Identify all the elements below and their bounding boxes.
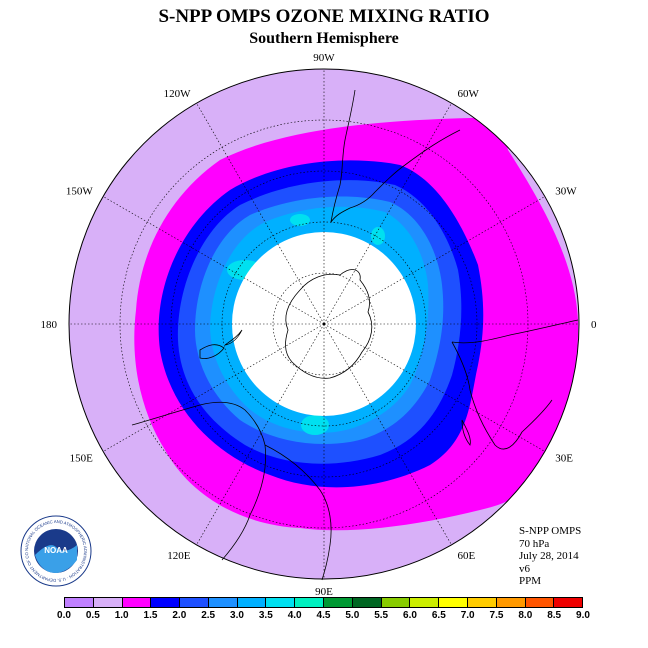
colorbar-segment [496,598,526,607]
new-zealand-coast [199,344,225,359]
longitude-label: 90E [315,586,333,598]
latitude-circle [221,221,427,427]
map-title: S-NPP OMPS OZONE MIXING RATIO [158,6,490,27]
colorbar-segment [352,598,382,607]
madagascar-coast [461,419,471,446]
longitude-label: 180 [41,319,58,331]
south-america-coast [330,129,461,223]
latitude-circle [119,119,529,529]
colorbar-tick-label: 7.0 [460,610,475,621]
colorbar-segment [381,598,411,607]
latitude-circle [272,272,376,376]
instrument-label: S-NPP OMPS [519,525,582,537]
units-label: PPM [519,575,542,587]
meridian-line [103,323,325,452]
colorbar-tick-label: 0.5 [85,610,100,621]
date-label: July 28, 2014 [519,550,579,562]
longitude-label: 30E [555,453,573,465]
meridian-line [103,196,325,325]
longitude-label: 120E [167,550,191,562]
colorbar-segment [208,598,238,607]
colorbar-segment [324,598,353,607]
antarctica-coast [285,269,373,379]
colorbar-tick-label: 9.0 [576,610,590,621]
colorbar-segment [266,598,296,607]
latitude-circle [170,170,478,478]
colorbar-tick-label: 1.0 [114,610,129,621]
colorbar-segment [554,598,583,607]
colorbar-tick-label: 8.0 [518,610,533,621]
colorbar-tick-label: 6.5 [431,610,446,621]
meridian-line [323,103,452,325]
longitude-label: 30W [555,186,577,198]
colorbar-tick-label: 4.0 [287,610,302,621]
band-3-5-4-0 [371,227,385,245]
africa-coast [451,341,553,450]
colorbar-segment [410,598,440,607]
colorbar-tick-label: 5.5 [374,610,389,621]
coastlines [131,89,579,581]
new-zealand-coast [224,329,243,346]
south-america-coast [330,89,356,223]
colorbar [64,597,583,608]
colorbar-tick-label: 6.0 [403,610,417,621]
colorbar-tick-label: 7.5 [489,610,504,621]
longitude-label: 60W [458,88,480,100]
colorbar-segment [151,598,181,607]
colorbar-tick-label: 8.5 [547,610,562,621]
longitude-label: 0 [591,319,597,331]
version-label: v6 [519,562,530,575]
map-subtitle: Southern Hemisphere [249,30,399,47]
map-boundary [68,68,580,580]
africa-coast [451,319,579,344]
colorbar-segment [237,598,267,607]
meridian-line [323,323,545,452]
meridian-line [196,323,325,545]
colorbar-tick-label: 2.5 [201,610,216,621]
longitude-label: 60E [458,550,476,562]
colorbar-segment [525,598,555,607]
colorbar-segment [439,598,468,607]
colorbar-tick-label: 4.5 [316,610,331,621]
colorbar-tick-label: 2.0 [172,610,187,621]
longitude-labels: 90W 60W 30W 0 30E 60E 90E 120E 150E 180 150W 120W [41,52,598,598]
longitude-label: 120W [164,88,192,100]
meridian-line [323,323,452,545]
band-3-5-4-0 [290,214,310,226]
colorbar-segment [122,598,152,607]
colorbar-segment [180,598,209,607]
australia-coast [264,444,332,581]
band-3-5-4-0 [301,415,329,435]
colorbar-segment [93,598,123,607]
australia-coast [131,401,267,561]
logo-wave [35,545,77,573]
longitude-label: 90W [313,52,335,64]
colorbar-tick-label: 0.0 [57,610,71,621]
meridian-line [323,196,545,325]
longitude-label: 150E [70,453,94,465]
ozone-field [69,69,579,579]
colorbar-segment [65,598,94,607]
colorbar-ticks: 0.0 0.5 1.0 1.5 2.0 2.5 3.0 3.5 4.0 4.5 5.0 5.5 6.0 6… [57,610,590,624]
colorbar-segment [295,598,325,607]
noaa-logo: NOAA NATIONAL OCEANIC AND ATMOSPHERIC AD… [20,515,92,587]
pressure-level-label: 70 hPa [519,537,550,550]
colorbar-segment [467,598,497,607]
colorbar-tick-label: 1.5 [143,610,158,621]
longitude-label: 150W [66,186,94,198]
colorbar-tick-label: 3.0 [230,610,244,621]
logo-text: NOAA [44,546,68,555]
colorbar-tick-label: 5.0 [345,610,360,621]
info-panel: S-NPP OMPS 70 hPa July 28, 2014 v6 PPM [519,525,581,588]
colorbar-tick-label: 3.5 [258,610,273,621]
south-pole-marker [322,322,326,326]
